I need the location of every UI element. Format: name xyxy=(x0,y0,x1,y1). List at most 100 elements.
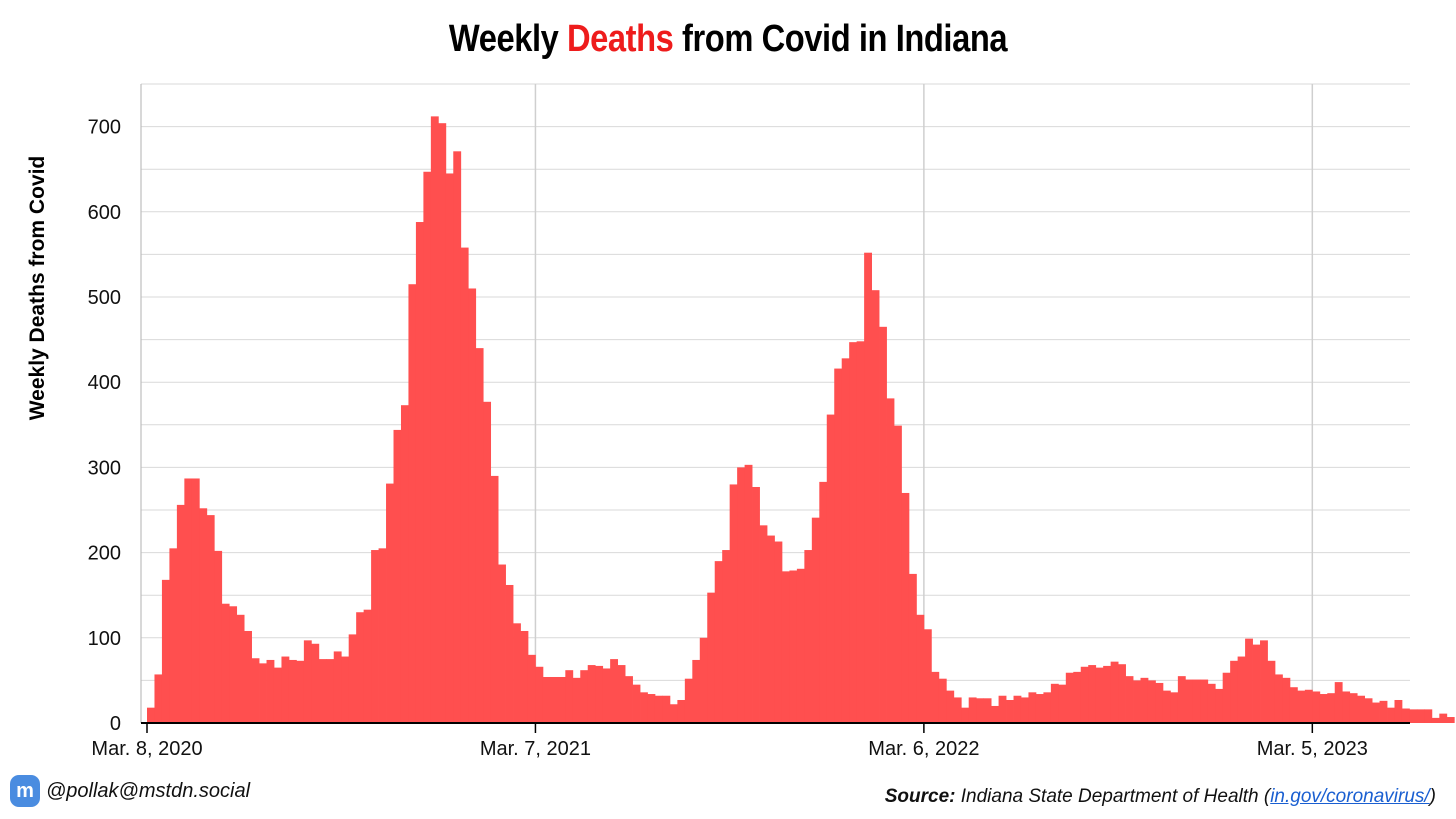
bar xyxy=(326,659,335,723)
bar xyxy=(557,676,566,723)
bar xyxy=(789,570,798,723)
x-tick-label: Mar. 8, 2020 xyxy=(91,738,202,760)
bar xyxy=(752,486,760,723)
mastodon-handle[interactable]: m @pollak@mstdn.social xyxy=(10,775,250,807)
bar xyxy=(767,535,775,723)
bar xyxy=(1304,689,1313,723)
y-tick-label: 300 xyxy=(88,457,121,479)
bar xyxy=(393,429,402,723)
source-link[interactable]: in.gov/coronavirus/ xyxy=(1270,786,1430,807)
handle-text[interactable]: @pollak@mstdn.social xyxy=(46,779,251,802)
bar xyxy=(1125,676,1134,723)
source-note: Source: Indiana State Department of Heal… xyxy=(885,786,1436,808)
bar xyxy=(856,341,865,723)
bar xyxy=(707,592,716,723)
bar xyxy=(490,475,499,723)
title-part2: from Covid in Indiana xyxy=(673,18,1008,60)
axes xyxy=(140,84,1410,733)
bar xyxy=(1118,664,1126,723)
bar xyxy=(931,671,940,723)
bar xyxy=(684,678,693,723)
bar xyxy=(953,697,962,723)
bar xyxy=(1215,688,1224,723)
bar xyxy=(423,171,432,724)
bar xyxy=(251,658,260,723)
bar xyxy=(595,665,604,723)
bar xyxy=(1222,672,1231,723)
bar xyxy=(1162,690,1171,723)
bar xyxy=(1431,717,1440,723)
bar xyxy=(520,630,529,723)
bar xyxy=(983,698,992,723)
bar xyxy=(453,151,462,724)
y-tick-label: 400 xyxy=(88,372,121,394)
bar xyxy=(266,659,275,723)
bar xyxy=(1035,694,1044,723)
bar xyxy=(1267,660,1276,723)
bar xyxy=(796,568,805,723)
y-tick-labels: 0 100 200 300 400 500 600 700 xyxy=(88,117,121,735)
bar xyxy=(879,326,887,723)
bar xyxy=(1110,661,1119,723)
bar xyxy=(147,707,155,723)
bar xyxy=(572,677,581,723)
bar xyxy=(244,630,252,723)
bar xyxy=(1080,666,1089,723)
bar xyxy=(580,670,589,723)
bar xyxy=(1319,694,1328,723)
bar xyxy=(617,665,626,723)
bar xyxy=(1147,680,1156,723)
bar xyxy=(1177,676,1186,723)
bar xyxy=(229,606,238,723)
bar xyxy=(1028,692,1037,723)
bar xyxy=(632,684,641,723)
bar xyxy=(468,288,477,723)
bar xyxy=(819,481,828,723)
bar xyxy=(774,541,783,723)
bar xyxy=(729,484,738,723)
mastodon-icon: m xyxy=(10,775,40,807)
bar xyxy=(415,222,424,724)
bar xyxy=(625,676,633,723)
bar xyxy=(475,348,484,723)
bar xyxy=(1050,683,1059,723)
y-tick-label: 500 xyxy=(88,287,121,309)
bar xyxy=(871,290,880,723)
bar xyxy=(498,564,506,723)
bar xyxy=(371,550,379,723)
bar xyxy=(1387,707,1395,723)
bar xyxy=(677,699,686,723)
bar xyxy=(692,659,701,723)
bar xyxy=(968,697,977,723)
bar xyxy=(191,478,200,723)
bar xyxy=(1282,677,1291,723)
bar xyxy=(363,609,372,723)
y-tick-label: 700 xyxy=(88,117,121,139)
bar xyxy=(527,654,536,723)
bar xyxy=(1006,699,1014,723)
bar xyxy=(1020,697,1029,723)
bar xyxy=(908,573,917,723)
bar xyxy=(1013,695,1022,723)
bar xyxy=(923,629,932,723)
bar xyxy=(1327,693,1336,723)
bar xyxy=(587,665,596,723)
source-label: Source: xyxy=(884,786,956,807)
bar xyxy=(288,659,297,723)
bar xyxy=(154,674,163,723)
bar xyxy=(430,116,439,724)
bar xyxy=(221,603,230,723)
bar xyxy=(886,398,895,723)
bar xyxy=(826,414,835,723)
bar xyxy=(1230,660,1239,723)
bar xyxy=(1312,691,1321,723)
source-close: ) xyxy=(1429,786,1436,807)
bar xyxy=(998,695,1007,723)
bar xyxy=(1379,700,1388,723)
title-part1: Weekly xyxy=(448,18,568,60)
bar xyxy=(781,571,790,723)
bar xyxy=(505,584,514,723)
bar xyxy=(1200,679,1209,723)
bar xyxy=(1140,677,1149,723)
bar xyxy=(1439,713,1448,723)
